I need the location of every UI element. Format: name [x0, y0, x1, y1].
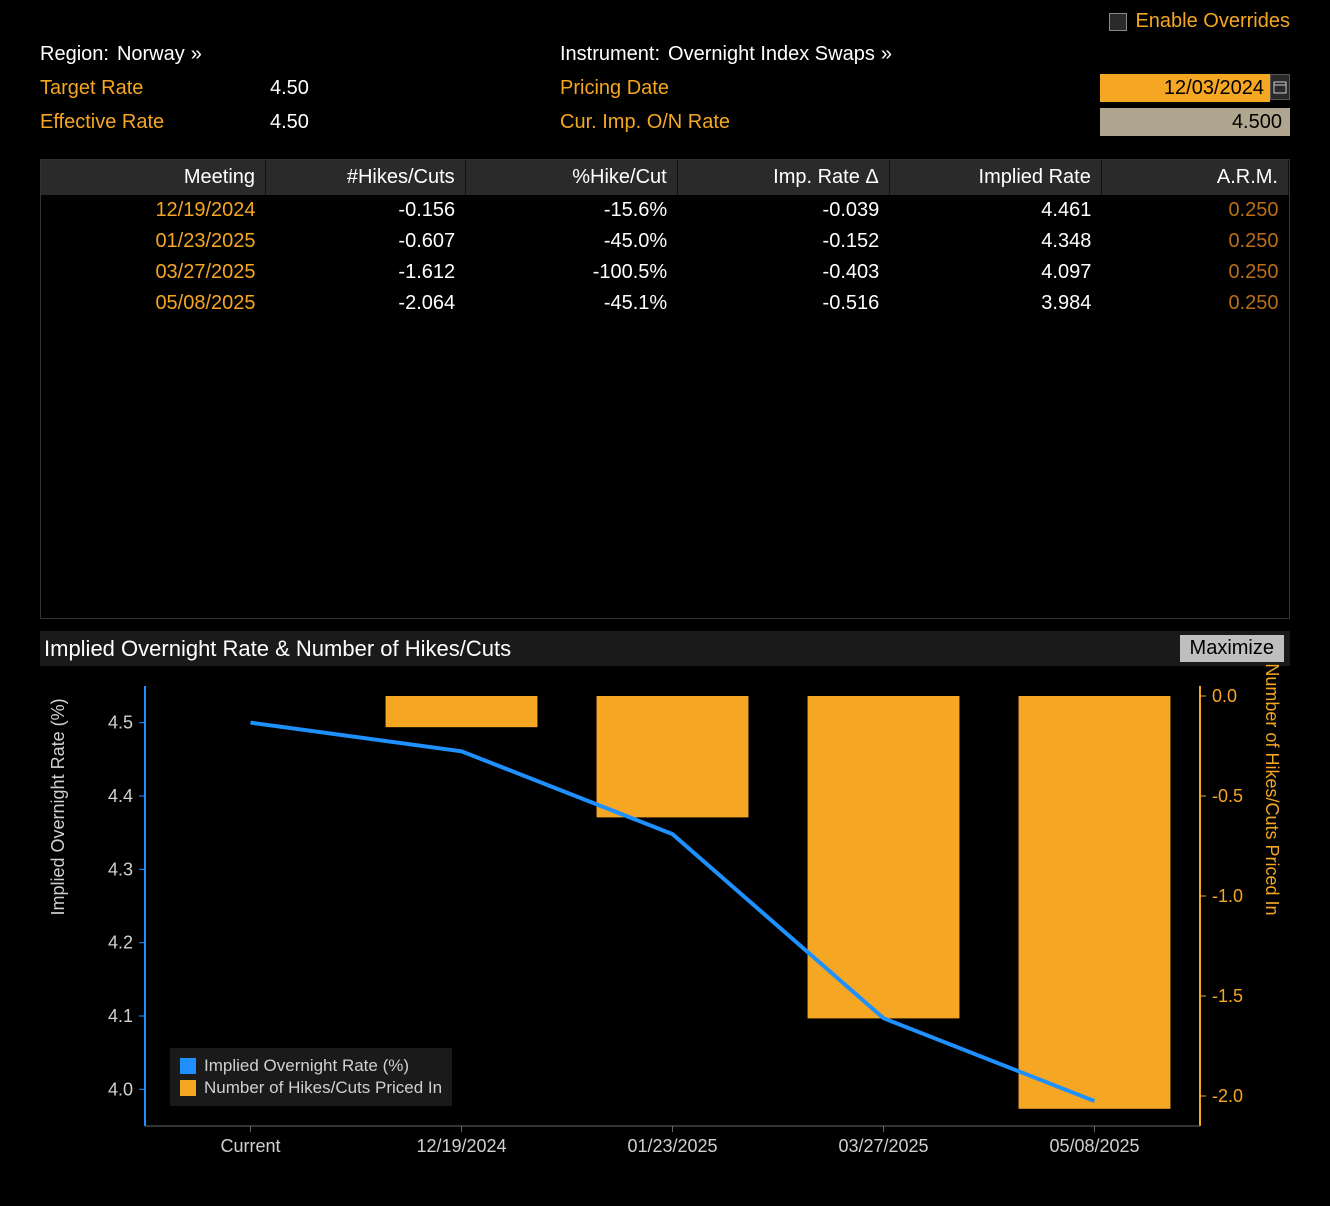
enable-overrides-label: Enable Overrides	[1135, 10, 1290, 33]
table-cell: -100.5%	[465, 257, 677, 288]
bar	[597, 696, 749, 817]
svg-text:-1.0: -1.0	[1212, 886, 1243, 906]
enable-overrides-checkbox[interactable]	[1109, 13, 1127, 31]
pricing-date-value: 12/03/2024	[1164, 77, 1264, 100]
pricing-date-label: Pricing Date	[560, 77, 669, 100]
table-cell: 01/23/2025	[41, 226, 266, 257]
table-cell: 0.250	[1101, 257, 1288, 288]
table-cell: -0.039	[677, 195, 889, 226]
cur-imp-value-box: 4.500	[1100, 108, 1290, 136]
chevron-right-icon: »	[191, 43, 202, 66]
instrument-label: Instrument:	[560, 43, 660, 66]
right-axis-label: Number of Hikes/Cuts Priced In	[1261, 663, 1282, 915]
bar	[1019, 696, 1171, 1109]
table-row[interactable]: 01/23/2025-0.607-45.0%-0.1524.3480.250	[41, 226, 1289, 257]
legend-item: Number of Hikes/Cuts Priced In	[180, 1078, 442, 1098]
col-header[interactable]: #Hikes/Cuts	[266, 160, 466, 195]
svg-text:-0.5: -0.5	[1212, 786, 1243, 806]
svg-text:4.5: 4.5	[108, 713, 133, 733]
svg-text:03/27/2025: 03/27/2025	[838, 1136, 928, 1156]
table-cell: 0.250	[1101, 195, 1288, 226]
svg-text:0.0: 0.0	[1212, 686, 1237, 706]
table-cell: -0.516	[677, 288, 889, 319]
table-cell: -0.403	[677, 257, 889, 288]
svg-text:4.0: 4.0	[108, 1079, 133, 1099]
svg-text:12/19/2024: 12/19/2024	[416, 1136, 506, 1156]
table-cell: 0.250	[1101, 288, 1288, 319]
effective-rate-value: 4.50	[270, 111, 309, 134]
table-row[interactable]: 05/08/2025-2.064-45.1%-0.5163.9840.250	[41, 288, 1289, 319]
pricing-date-input[interactable]: 12/03/2024	[1100, 74, 1270, 102]
table-cell: -0.156	[266, 195, 466, 226]
svg-text:05/08/2025: 05/08/2025	[1049, 1136, 1139, 1156]
region-selector[interactable]: Region: Norway »	[40, 37, 560, 71]
table-cell: -15.6%	[465, 195, 677, 226]
legend-swatch	[180, 1080, 196, 1096]
table-cell: -0.607	[266, 226, 466, 257]
implied-rate-chart: 4.0 4.1 4.2 4.3 4.4 4.5 0.0 -0.5 -1.0 -1.5 -2.0 Cur…	[40, 666, 1290, 1186]
table-cell: 4.348	[889, 226, 1101, 257]
table-cell: 3.984	[889, 288, 1101, 319]
svg-text:Current: Current	[220, 1136, 280, 1156]
table-cell: 0.250	[1101, 226, 1288, 257]
cur-imp-value: 4.500	[1232, 111, 1282, 134]
chart-title: Implied Overnight Rate & Number of Hikes…	[44, 636, 511, 662]
left-axis-label: Implied Overnight Rate (%)	[48, 698, 69, 915]
instrument-selector[interactable]: Instrument: Overnight Index Swaps »	[560, 37, 1290, 71]
svg-text:-2.0: -2.0	[1212, 1086, 1243, 1106]
col-header[interactable]: Implied Rate	[889, 160, 1101, 195]
table-row[interactable]: 12/19/2024-0.156-15.6%-0.0394.4610.250	[41, 195, 1289, 226]
cur-imp-label: Cur. Imp. O/N Rate	[560, 111, 730, 134]
col-header[interactable]: Meeting	[41, 160, 266, 195]
region-value: Norway	[117, 43, 185, 66]
table-cell: -1.612	[266, 257, 466, 288]
table-row[interactable]: 03/27/2025-1.612-100.5%-0.4034.0970.250	[41, 257, 1289, 288]
meetings-table: Meeting#Hikes/Cuts%Hike/CutImp. Rate ΔIm…	[40, 159, 1290, 619]
table-cell: -0.152	[677, 226, 889, 257]
table-cell: -45.0%	[465, 226, 677, 257]
table-cell: 03/27/2025	[41, 257, 266, 288]
table-cell: -45.1%	[465, 288, 677, 319]
svg-text:4.2: 4.2	[108, 933, 133, 953]
bar	[386, 696, 538, 727]
table-cell: -2.064	[266, 288, 466, 319]
maximize-button[interactable]: Maximize	[1180, 635, 1284, 662]
svg-text:-1.5: -1.5	[1212, 986, 1243, 1006]
target-rate-label: Target Rate	[40, 77, 270, 100]
svg-text:4.1: 4.1	[108, 1006, 133, 1026]
region-label: Region:	[40, 43, 109, 66]
effective-rate-label: Effective Rate	[40, 111, 270, 134]
table-cell: 4.461	[889, 195, 1101, 226]
svg-text:01/23/2025: 01/23/2025	[627, 1136, 717, 1156]
col-header[interactable]: %Hike/Cut	[465, 160, 677, 195]
table-cell: 12/19/2024	[41, 195, 266, 226]
col-header[interactable]: A.R.M.	[1101, 160, 1288, 195]
legend-item: Implied Overnight Rate (%)	[180, 1056, 442, 1076]
chart-legend: Implied Overnight Rate (%)Number of Hike…	[170, 1048, 452, 1106]
table-cell: 05/08/2025	[41, 288, 266, 319]
svg-text:4.3: 4.3	[108, 859, 133, 879]
legend-label: Implied Overnight Rate (%)	[204, 1056, 409, 1076]
instrument-value: Overnight Index Swaps	[668, 43, 875, 66]
col-header[interactable]: Imp. Rate Δ	[677, 160, 889, 195]
chevron-right-icon: »	[881, 43, 892, 66]
table-cell: 4.097	[889, 257, 1101, 288]
calendar-icon[interactable]	[1270, 74, 1290, 100]
legend-swatch	[180, 1058, 196, 1074]
svg-text:4.4: 4.4	[108, 786, 133, 806]
legend-label: Number of Hikes/Cuts Priced In	[204, 1078, 442, 1098]
target-rate-value: 4.50	[270, 77, 309, 100]
